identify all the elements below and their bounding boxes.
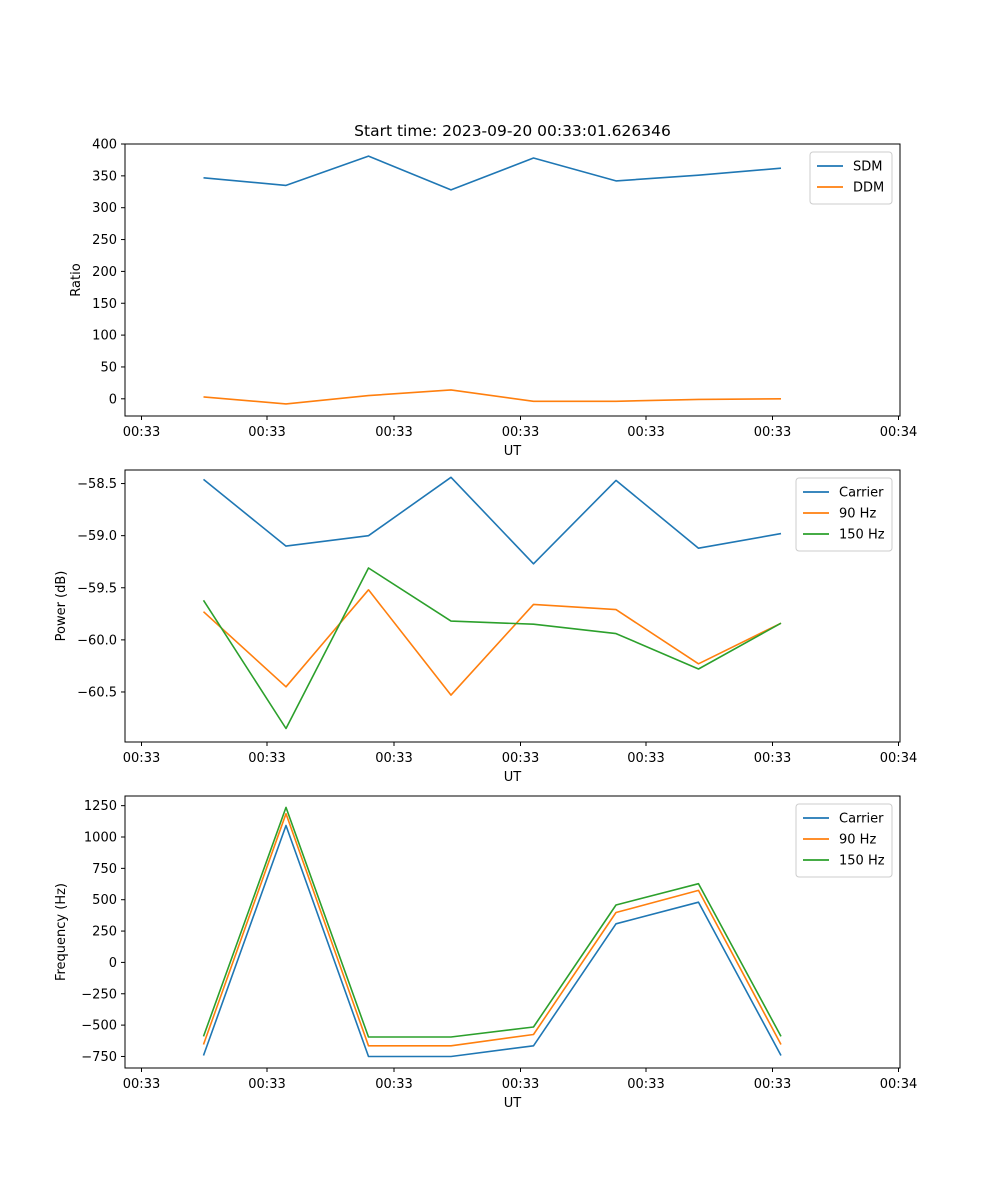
x-tick-label: 00:33 [248, 1077, 285, 1092]
legend-label: SDM [853, 160, 882, 175]
y-tick-label: 1000 [84, 831, 117, 846]
x-tick-label: 00:33 [627, 425, 664, 440]
x-tick-label: 00:33 [375, 1077, 412, 1092]
x-tick-label: 00:33 [502, 1077, 539, 1092]
subplot-2: 00:33 00:33 00:33 00:33 00:33 00:33 00:34 UT −58… [54, 469, 917, 785]
y-tick-label: 150 [92, 297, 117, 312]
y-tick-label: −59.5 [77, 581, 117, 596]
y-tick-label: 350 [92, 169, 117, 184]
x-tick-label: 00:33 [375, 751, 412, 766]
x-axis-label: UT [504, 444, 522, 459]
series-line-carrier [202, 824, 782, 1058]
y-tick-label: −60.5 [77, 685, 117, 700]
x-tick-label: 00:33 [123, 751, 160, 766]
x-tick-label: 00:33 [754, 425, 791, 440]
y-tick-label: 300 [92, 201, 117, 216]
y-tick-label: −250 [81, 987, 117, 1002]
x-tick-label: 00:34 [880, 1077, 917, 1092]
series-line-90-hz [202, 812, 782, 1047]
y-tick-label: 250 [92, 925, 117, 940]
legend-label: Carrier [839, 486, 884, 501]
y-tick-label: 50 [100, 360, 117, 375]
y-axis-label: Power (dB) [54, 571, 69, 642]
y-tick-label: −58.5 [77, 477, 117, 492]
legend-label: DDM [853, 181, 884, 196]
y-tick-label: 400 [92, 138, 117, 153]
legend-label: 150 Hz [839, 854, 885, 869]
x-axis-label: UT [504, 1096, 522, 1111]
x-tick-label: 00:33 [627, 751, 664, 766]
x-tick-label: 00:33 [248, 751, 285, 766]
series-line-ddm [203, 389, 782, 405]
y-tick-label: 1250 [84, 799, 117, 814]
y-tick-label: −60.0 [77, 633, 117, 648]
y-tick-label: 200 [92, 265, 117, 280]
series-line-sdm [203, 155, 782, 191]
legend-label: 90 Hz [839, 833, 876, 848]
x-tick-label: 00:33 [123, 425, 160, 440]
x-tick-label: 00:34 [880, 751, 917, 766]
legend-box [795, 477, 893, 552]
x-tick-label: 00:33 [754, 751, 791, 766]
x-tick-label: 00:34 [880, 425, 917, 440]
subplot-3: 00:33 00:33 00:33 00:33 00:33 00:33 00:34 UT 125… [54, 795, 917, 1111]
legend: Carrier 90 Hz 150 Hz [795, 803, 893, 878]
y-axis-label: Frequency (Hz) [54, 883, 69, 981]
legend: SDM DDM [809, 151, 893, 205]
legend-label: Carrier [839, 812, 884, 827]
y-tick-label: 250 [92, 233, 117, 248]
y-tick-label: −750 [81, 1050, 117, 1065]
legend-box [795, 803, 893, 878]
legend-label: 90 Hz [839, 507, 876, 522]
legend: Carrier 90 Hz 150 Hz [795, 477, 893, 552]
legend-label: 150 Hz [839, 528, 885, 543]
plot-frame [124, 469, 901, 743]
plot-frame [124, 795, 901, 1069]
y-tick-label: −500 [81, 1019, 117, 1034]
x-tick-label: 00:33 [627, 1077, 664, 1092]
x-tick-label: 00:33 [754, 1077, 791, 1092]
y-tick-label: 100 [92, 329, 117, 344]
x-tick-label: 00:33 [502, 751, 539, 766]
y-tick-label: 500 [92, 893, 117, 908]
legend-box [809, 151, 893, 205]
series-line-carrier [202, 476, 782, 565]
x-tick-label: 00:33 [123, 1077, 160, 1092]
chart-title: Start time: 2023-09-20 00:33:01.626346 [354, 122, 671, 140]
y-tick-label: 0 [109, 956, 117, 971]
x-tick-label: 00:33 [502, 425, 539, 440]
subplot-1: 00:33 00:33 00:33 00:33 00:33 00:33 00:34 UT 0 50… [69, 138, 917, 460]
series-line-150-hz [202, 806, 782, 1038]
plot-frame [124, 143, 901, 417]
x-tick-label: 00:33 [248, 425, 285, 440]
y-axis-label: Ratio [69, 263, 84, 296]
x-tick-label: 00:33 [375, 425, 412, 440]
series-line-150-hz [202, 567, 782, 730]
series-line-90-hz [202, 588, 782, 696]
x-axis-label: UT [504, 770, 522, 785]
y-tick-label: 0 [109, 392, 117, 407]
y-tick-label: 750 [92, 862, 117, 877]
y-tick-label: −59.0 [77, 529, 117, 544]
